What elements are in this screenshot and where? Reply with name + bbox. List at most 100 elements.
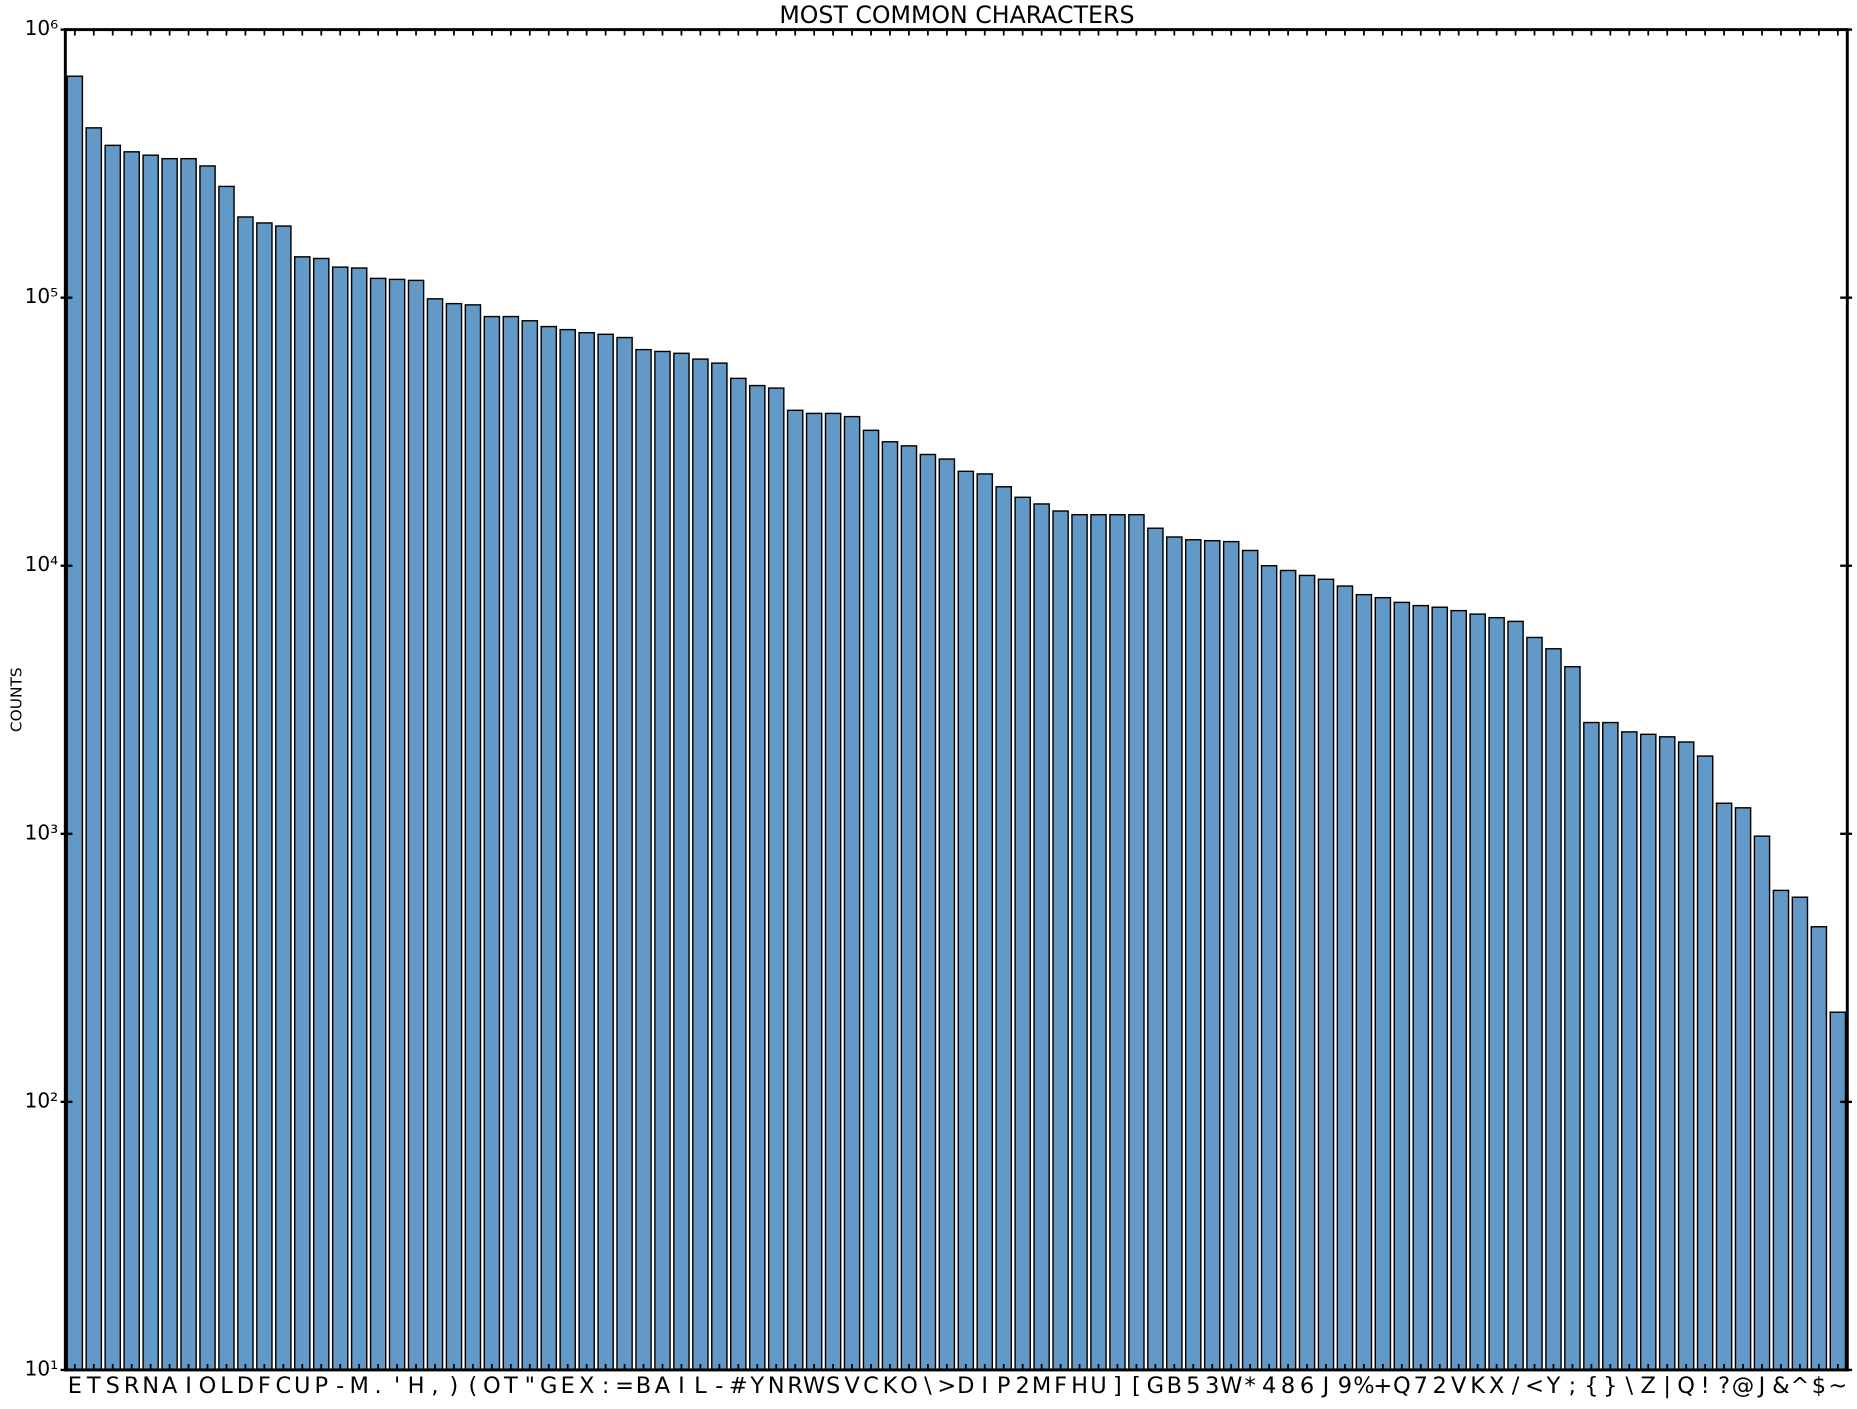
bar (180, 157, 197, 1371)
bar (976, 473, 994, 1371)
x-tick-label: = (615, 1373, 634, 1399)
bar (1602, 721, 1619, 1371)
x-tick-label: K (1470, 1373, 1486, 1399)
x-tick-label: ~ (1828, 1373, 1847, 1399)
bar (559, 328, 576, 1371)
x-tick-label: . (375, 1373, 382, 1399)
x-tick-label: I (981, 1373, 988, 1399)
x-tick-label: " (525, 1373, 535, 1399)
bar (578, 332, 595, 1371)
bar (1583, 721, 1600, 1371)
x-tick-label: % (1353, 1373, 1374, 1399)
x-tick-label: ( (469, 1373, 478, 1399)
y-tick-label: 10¹ (25, 1356, 59, 1380)
x-tick-label: Q (1393, 1373, 1411, 1399)
bar (1052, 510, 1069, 1371)
bar (1393, 601, 1411, 1371)
x-tick-label: G (540, 1373, 557, 1399)
x-tick-label: S (826, 1373, 840, 1399)
bar (502, 315, 520, 1371)
x-tick-label: # (729, 1373, 748, 1399)
chart-title: MOST COMMON CHARACTERS (779, 1, 1134, 29)
bar (692, 358, 709, 1371)
bar (1374, 596, 1392, 1371)
x-tick-label: ' (394, 1373, 400, 1399)
bar (1241, 549, 1259, 1371)
bar (312, 257, 330, 1371)
bar (123, 151, 140, 1371)
bar (426, 298, 444, 1371)
x-tick-label: X (579, 1373, 594, 1399)
x-tick-label: 7 (1414, 1373, 1428, 1399)
bar (635, 348, 652, 1371)
bar (900, 445, 918, 1371)
bar (540, 325, 558, 1371)
bar (1298, 574, 1316, 1371)
bar (218, 185, 235, 1371)
x-tick-label: | (1663, 1373, 1671, 1399)
bar (673, 352, 690, 1371)
bar (730, 377, 747, 1371)
bar (1431, 606, 1449, 1371)
bar (199, 165, 216, 1371)
bar (1222, 540, 1240, 1371)
x-tick-label: R (787, 1373, 803, 1399)
x-tick-label: Z (1641, 1373, 1656, 1399)
bar (1014, 496, 1031, 1371)
bar (1166, 536, 1183, 1371)
bar (881, 441, 899, 1371)
bar (1791, 896, 1809, 1371)
bar (1071, 513, 1088, 1371)
bar (445, 302, 463, 1371)
bar (597, 333, 614, 1371)
bar (1317, 578, 1335, 1371)
x-tick-label: 5 (1186, 1373, 1200, 1399)
x-tick-label: & (1772, 1373, 1790, 1399)
x-tick-label: [ (1132, 1373, 1141, 1399)
x-tick-label: > (937, 1373, 956, 1399)
bar (786, 409, 804, 1371)
bar (805, 412, 823, 1371)
bar (919, 453, 937, 1371)
bar (957, 470, 975, 1371)
bar (1147, 527, 1164, 1371)
bar (938, 458, 956, 1371)
x-tick-label: D (957, 1373, 974, 1399)
bar (654, 350, 671, 1371)
bar (1564, 666, 1581, 1371)
bar (995, 486, 1013, 1371)
bar (1469, 613, 1486, 1371)
x-tick-label: 4 (1262, 1373, 1276, 1399)
x-tick-label: @ (1732, 1373, 1754, 1399)
x-tick-label: O (483, 1373, 501, 1399)
x-tick-label: Y (749, 1373, 764, 1399)
x-tick-label: 3 (1205, 1373, 1219, 1399)
bar (1829, 1011, 1847, 1371)
bar (616, 336, 633, 1371)
bar (1621, 731, 1638, 1371)
bar (1336, 585, 1354, 1371)
plot-frame (63, 28, 1849, 1372)
x-tick-label: ! (1701, 1373, 1710, 1399)
x-tick-label: U (1090, 1373, 1106, 1399)
x-tick-label: 8 (1281, 1373, 1295, 1399)
bar (369, 277, 387, 1371)
x-tick-label: P (997, 1373, 1011, 1399)
bar (1412, 604, 1430, 1371)
y-axis-label: COUNTS (7, 667, 25, 732)
bar (767, 387, 785, 1371)
bar (1507, 620, 1524, 1371)
x-tick-label: F (1054, 1373, 1067, 1399)
x-tick-label: I (185, 1373, 192, 1399)
x-tick-label: P (314, 1373, 328, 1399)
y-tick-label: 10⁴ (25, 552, 59, 576)
bar (1639, 733, 1657, 1371)
x-tick-label: ; (1569, 1373, 1577, 1399)
x-tick-label: F (258, 1373, 271, 1399)
x-tick-label: / (1512, 1373, 1520, 1399)
bar (1545, 648, 1562, 1371)
bar (711, 362, 728, 1371)
x-tick-label: Q (1677, 1373, 1695, 1399)
x-tick-label: ? (1718, 1373, 1730, 1399)
bar (483, 315, 501, 1371)
